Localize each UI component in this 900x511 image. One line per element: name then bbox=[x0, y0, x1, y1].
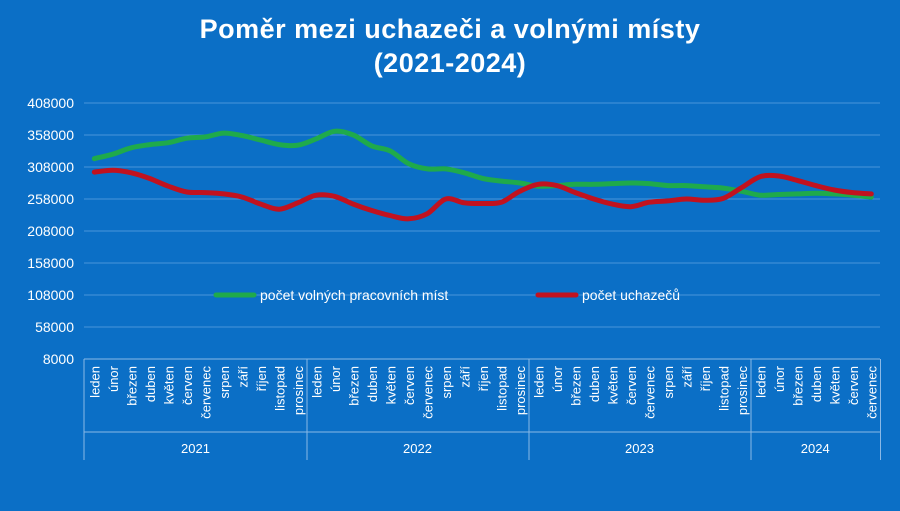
x-tick-label-month: listopad bbox=[494, 366, 509, 411]
y-tick-label: 208000 bbox=[27, 223, 74, 239]
y-axis-ticks: 408000 358000 308000 258000 208000 158000 1080… bbox=[27, 95, 74, 367]
x-tick-label-month: červenec bbox=[864, 366, 879, 419]
x-tick-label-month: květen bbox=[827, 366, 842, 404]
x-tick-label-month: prosinec bbox=[735, 366, 750, 416]
x-tick-label-year: 2024 bbox=[801, 441, 830, 456]
legend: počet volných pracovních míst počet uchaz… bbox=[213, 287, 680, 303]
x-tick-label-month: duben bbox=[143, 366, 158, 402]
y-tick-label: 308000 bbox=[27, 159, 74, 175]
x-tick-label-month: listopad bbox=[716, 366, 731, 411]
x-tick-label-year: 2023 bbox=[625, 441, 654, 456]
x-tick-label-month: září bbox=[235, 366, 250, 388]
x-tick-label-month: srpen bbox=[217, 366, 232, 399]
y-tick-label: 8000 bbox=[43, 351, 74, 367]
y-tick-label: 258000 bbox=[27, 191, 74, 207]
x-tick-label-month: červen bbox=[180, 366, 195, 405]
x-tick-label-month: listopad bbox=[272, 366, 287, 411]
x-tick-label-month: říjen bbox=[698, 366, 713, 391]
chart-title-line1: Poměr mezi uchazeči a volnými místy bbox=[200, 14, 701, 44]
series-line-vacancies bbox=[91, 128, 874, 200]
x-tick-label-month: březen bbox=[346, 366, 361, 406]
x-tick-label-month: září bbox=[679, 366, 694, 388]
x-tick-label-month: únor bbox=[328, 365, 343, 392]
legend-label: počet volných pracovních míst bbox=[260, 287, 448, 303]
y-tick-label: 58000 bbox=[35, 319, 74, 335]
series-line-applicants bbox=[91, 167, 874, 222]
x-tick-label-month: únor bbox=[772, 365, 787, 392]
x-tick-label-month: červen bbox=[624, 366, 639, 405]
x-tick-label-month: únor bbox=[106, 365, 121, 392]
x-tick-label-month: květen bbox=[383, 366, 398, 404]
legend-label: počet uchazečů bbox=[582, 287, 680, 303]
x-tick-label-month: červenec bbox=[198, 366, 213, 419]
x-tick-label-month: březen bbox=[568, 366, 583, 406]
x-tick-label-month: březen bbox=[124, 366, 139, 406]
x-tick-label-month: květen bbox=[161, 366, 176, 404]
y-tick-label: 358000 bbox=[27, 127, 74, 143]
x-tick-label-year: 2021 bbox=[181, 441, 210, 456]
x-tick-label-month: únor bbox=[550, 365, 565, 392]
y-tick-label: 408000 bbox=[27, 95, 74, 111]
x-tick-label-month: duben bbox=[809, 366, 824, 402]
x-tick-label-month: červenec bbox=[642, 366, 657, 419]
x-tick-label-month: květen bbox=[605, 366, 620, 404]
x-tick-label-month: leden bbox=[753, 366, 768, 398]
chart-title-line2: (2021-2024) bbox=[374, 48, 527, 78]
x-tick-label-month: srpen bbox=[661, 366, 676, 399]
x-tick-label-year: 2022 bbox=[403, 441, 432, 456]
x-tick-label-month: leden bbox=[87, 366, 102, 398]
x-tick-label-month: červen bbox=[402, 366, 417, 405]
x-tick-label-month: prosinec bbox=[291, 366, 306, 416]
x-tick-label-month: duben bbox=[365, 366, 380, 402]
x-tick-label-month: červen bbox=[846, 366, 861, 405]
x-tick-label-month: srpen bbox=[439, 366, 454, 399]
y-tick-label: 108000 bbox=[27, 287, 74, 303]
x-tick-label-month: březen bbox=[790, 366, 805, 406]
x-tick-label-month: leden bbox=[309, 366, 324, 398]
y-tick-label: 158000 bbox=[27, 255, 74, 271]
x-axis: leden únor březen duben květen červen červenec… bbox=[83, 359, 881, 460]
x-tick-label-month: říjen bbox=[476, 366, 491, 391]
x-tick-label-month: červenec bbox=[420, 366, 435, 419]
x-tick-label-month: duben bbox=[587, 366, 602, 402]
series-lines bbox=[91, 128, 874, 222]
x-tick-label-month: leden bbox=[531, 366, 546, 398]
gridlines bbox=[84, 102, 880, 360]
x-tick-label-month: prosinec bbox=[513, 366, 528, 416]
x-tick-label-month: říjen bbox=[254, 366, 269, 391]
x-tick-label-month: září bbox=[457, 366, 472, 388]
